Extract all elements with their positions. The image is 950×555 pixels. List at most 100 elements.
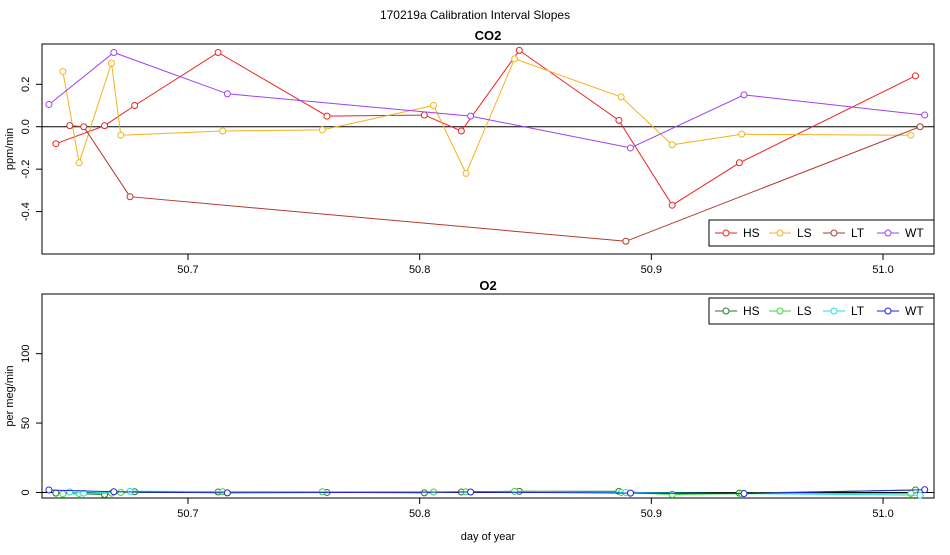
co2-series-lt-point xyxy=(916,123,924,131)
o2-series-hs-point xyxy=(420,489,428,497)
o2-y-tick-label: 100 xyxy=(20,344,32,362)
co2-y-tick-label: 0.0 xyxy=(20,119,32,134)
co2-series-lt-point xyxy=(622,237,630,245)
co2-legend-entry-hs-label: HS xyxy=(743,226,760,240)
co2-series-wt-line xyxy=(48,51,925,149)
co2-series-ls-point xyxy=(668,141,676,149)
o2-series-wt-point xyxy=(921,486,929,494)
o2-panel: O2 50.7 50.8 50.9 51.0 0 50 100 per meg/min day o… xyxy=(4,278,935,543)
o2-legend-entry-lt-swatch-marker xyxy=(830,307,838,315)
co2-plot-frame xyxy=(41,43,935,255)
co2-series-wt-point xyxy=(110,48,118,56)
o2-series-lt-point xyxy=(80,489,88,497)
co2-series-ls-point xyxy=(75,159,83,167)
o2-series-wt-point xyxy=(740,490,748,498)
co2-series-lt-point xyxy=(80,123,88,131)
co2-series-wt-point xyxy=(626,144,634,152)
o2-y-axis-label: per meg/min xyxy=(4,365,16,426)
co2-series-ls-point xyxy=(59,68,67,76)
co2-legend-entry-wt: WT xyxy=(877,226,924,240)
co2-series-hs-line xyxy=(55,49,916,206)
o2-legend-entry-lt-label: LT xyxy=(851,304,865,318)
co2-series-ls-point xyxy=(462,169,470,177)
co2-series-lt-point xyxy=(126,193,134,201)
co2-x-tick-label: 50.7 xyxy=(177,264,198,276)
co2-y-tick-label: -0.2 xyxy=(20,160,32,179)
o2-legend-entry-lt: LT xyxy=(823,304,865,318)
co2-series-wt-point xyxy=(467,112,475,120)
co2-legend-entry-ls-label: LS xyxy=(797,226,812,240)
co2-series-hs-point xyxy=(735,159,743,167)
co2-series-wt-point xyxy=(45,100,53,108)
o2-legend-entry-wt: WT xyxy=(877,304,924,318)
co2-series-hs-point xyxy=(420,111,428,119)
co2-series-ls-line xyxy=(62,58,911,175)
o2-x-tick-label: 50.8 xyxy=(409,508,430,520)
co2-panel-title: CO2 xyxy=(475,28,502,43)
co2-series-hs xyxy=(52,46,919,209)
o2-series-ls-point xyxy=(117,488,125,496)
co2-panel: CO2 50.7 50.8 50.9 51.0 -0.4 -0.2 0.0 0.2 ppm/min… xyxy=(4,28,935,276)
co2-legend-entry-lt: LT xyxy=(823,226,865,240)
co2-series-ls-point xyxy=(430,102,438,110)
co2-y-tick-label: 0.2 xyxy=(20,77,32,92)
co2-legend-entry-ls: LS xyxy=(769,226,812,240)
o2-series-ls-point xyxy=(59,490,67,498)
co2-series-wt-point xyxy=(223,90,231,98)
o2-series-wt-point xyxy=(45,486,53,494)
o2-legend-entry-ls-label: LS xyxy=(797,304,812,318)
co2-series-hs-point xyxy=(52,140,60,148)
co2-series-ls-point xyxy=(511,55,519,63)
co2-legend-entry-hs-swatch-marker xyxy=(722,229,730,237)
co2-legend-entry-wt-swatch-marker xyxy=(884,229,892,237)
o2-legend-entry-ls: LS xyxy=(769,304,812,318)
co2-y-tick-label: -0.4 xyxy=(20,202,32,221)
co2-series-ls-point xyxy=(108,59,116,67)
co2-legend-entry-ls-swatch-marker xyxy=(776,229,784,237)
o2-series-lt-point xyxy=(916,491,924,499)
co2-series-hs-point xyxy=(457,127,465,135)
o2-series-wt-point xyxy=(110,488,118,496)
o2-x-tick-label: 50.9 xyxy=(641,508,662,520)
co2-x-tick-label: 50.9 xyxy=(641,264,662,276)
co2-series-wt-point xyxy=(921,111,929,119)
co2-x-tick-label: 51.0 xyxy=(872,264,893,276)
co2-series-lt-point xyxy=(66,122,74,130)
co2-series-wt-point xyxy=(740,91,748,99)
o2-series-wt-point xyxy=(467,488,475,496)
o2-legend-entry-hs: HS xyxy=(715,304,760,318)
co2-series-hs-point xyxy=(214,48,222,56)
o2-x-tick-label: 50.7 xyxy=(177,508,198,520)
co2-series-ls-point xyxy=(219,127,227,135)
co2-legend: HS LS LT WT xyxy=(708,219,935,247)
co2-series-ls-point xyxy=(318,126,326,134)
co2-y-axis-label: ppm/min xyxy=(4,128,16,170)
co2-series-ls-point xyxy=(738,130,746,138)
co2-series-wt xyxy=(45,48,929,152)
co2-series-hs-point xyxy=(615,116,623,124)
o2-y-tick-label: 50 xyxy=(20,417,32,429)
co2-series-ls-point xyxy=(117,131,125,139)
o2-series-lt-point xyxy=(66,488,74,496)
o2-legend-entry-ls-swatch-marker xyxy=(776,307,784,315)
o2-series-lt-point xyxy=(126,487,134,495)
co2-legend-entry-wt-label: WT xyxy=(905,226,924,240)
o2-plot-frame xyxy=(41,293,935,499)
o2-legend: HS LS LT WT xyxy=(708,297,935,325)
o2-series-ls-point xyxy=(907,490,915,498)
o2-legend-entry-hs-label: HS xyxy=(743,304,760,318)
o2-series-wt-point xyxy=(626,489,634,497)
o2-series-wt xyxy=(45,486,929,498)
co2-series-hs-point xyxy=(515,46,523,54)
o2-series-wt-point xyxy=(223,489,231,497)
o2-x-axis-label: day of year xyxy=(461,531,516,543)
co2-series-hs-point xyxy=(131,102,139,110)
figure-title: 170219a Calibration Interval Slopes xyxy=(380,8,570,22)
co2-legend-entry-lt-swatch-marker xyxy=(830,229,838,237)
co2-series-ls-point xyxy=(907,131,915,139)
o2-series-hs-point xyxy=(52,489,60,497)
o2-x-tick-label: 51.0 xyxy=(872,508,893,520)
o2-panel-title: O2 xyxy=(479,278,496,293)
